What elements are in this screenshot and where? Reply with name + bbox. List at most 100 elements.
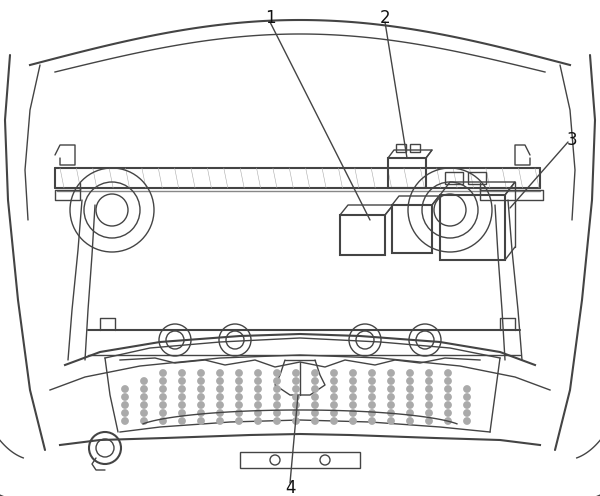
Circle shape	[425, 401, 433, 409]
Circle shape	[407, 370, 413, 376]
Circle shape	[311, 418, 319, 425]
Circle shape	[293, 418, 299, 425]
Circle shape	[217, 410, 223, 417]
Circle shape	[160, 410, 167, 417]
Circle shape	[388, 393, 395, 400]
Bar	[392, 205, 432, 253]
Circle shape	[407, 385, 413, 392]
Circle shape	[160, 393, 167, 400]
Circle shape	[445, 370, 452, 376]
Circle shape	[311, 401, 319, 409]
Circle shape	[331, 401, 337, 409]
Circle shape	[464, 393, 470, 400]
Circle shape	[121, 385, 128, 392]
Bar	[445, 172, 463, 184]
Circle shape	[179, 385, 185, 392]
Circle shape	[179, 393, 185, 400]
Circle shape	[388, 377, 395, 384]
Circle shape	[388, 370, 395, 376]
Text: 1: 1	[265, 9, 275, 27]
Circle shape	[425, 418, 433, 425]
Circle shape	[235, 418, 242, 425]
Bar	[240, 452, 360, 468]
Circle shape	[160, 385, 167, 392]
Circle shape	[407, 377, 413, 384]
Circle shape	[349, 377, 356, 384]
Circle shape	[140, 377, 148, 384]
Circle shape	[293, 410, 299, 417]
Circle shape	[254, 385, 262, 392]
Circle shape	[425, 393, 433, 400]
Bar	[410, 144, 420, 152]
Circle shape	[445, 418, 452, 425]
Circle shape	[179, 370, 185, 376]
Bar	[388, 158, 426, 188]
Circle shape	[217, 377, 223, 384]
Circle shape	[235, 377, 242, 384]
Circle shape	[349, 410, 356, 417]
Circle shape	[368, 410, 376, 417]
Circle shape	[140, 393, 148, 400]
Circle shape	[464, 401, 470, 409]
Circle shape	[197, 410, 205, 417]
Circle shape	[217, 393, 223, 400]
Circle shape	[425, 370, 433, 376]
Circle shape	[140, 410, 148, 417]
Circle shape	[331, 385, 337, 392]
Circle shape	[274, 370, 281, 376]
Circle shape	[311, 410, 319, 417]
Circle shape	[160, 377, 167, 384]
Circle shape	[349, 393, 356, 400]
Circle shape	[388, 401, 395, 409]
Circle shape	[254, 418, 262, 425]
Circle shape	[349, 370, 356, 376]
Circle shape	[197, 393, 205, 400]
Circle shape	[217, 418, 223, 425]
Circle shape	[254, 370, 262, 376]
Circle shape	[121, 393, 128, 400]
Circle shape	[464, 418, 470, 425]
Circle shape	[197, 385, 205, 392]
Circle shape	[368, 370, 376, 376]
Circle shape	[388, 410, 395, 417]
Circle shape	[274, 377, 281, 384]
Circle shape	[311, 393, 319, 400]
Circle shape	[274, 393, 281, 400]
Circle shape	[407, 410, 413, 417]
Circle shape	[311, 370, 319, 376]
Circle shape	[331, 370, 337, 376]
Circle shape	[274, 385, 281, 392]
Circle shape	[197, 377, 205, 384]
Circle shape	[197, 418, 205, 425]
Circle shape	[179, 401, 185, 409]
Circle shape	[179, 418, 185, 425]
Circle shape	[311, 385, 319, 392]
Circle shape	[140, 401, 148, 409]
Circle shape	[331, 377, 337, 384]
Circle shape	[274, 418, 281, 425]
Bar	[440, 195, 505, 260]
Circle shape	[197, 370, 205, 376]
Circle shape	[368, 418, 376, 425]
Circle shape	[425, 385, 433, 392]
Circle shape	[217, 370, 223, 376]
Circle shape	[407, 401, 413, 409]
Circle shape	[331, 393, 337, 400]
Circle shape	[407, 393, 413, 400]
Circle shape	[179, 410, 185, 417]
Circle shape	[235, 393, 242, 400]
Circle shape	[349, 418, 356, 425]
Circle shape	[235, 401, 242, 409]
Circle shape	[349, 401, 356, 409]
Circle shape	[293, 370, 299, 376]
Circle shape	[217, 385, 223, 392]
Circle shape	[160, 370, 167, 376]
Circle shape	[140, 385, 148, 392]
Circle shape	[254, 401, 262, 409]
Circle shape	[254, 393, 262, 400]
Circle shape	[331, 410, 337, 417]
Circle shape	[445, 377, 452, 384]
Circle shape	[425, 410, 433, 417]
Circle shape	[388, 385, 395, 392]
Circle shape	[235, 385, 242, 392]
